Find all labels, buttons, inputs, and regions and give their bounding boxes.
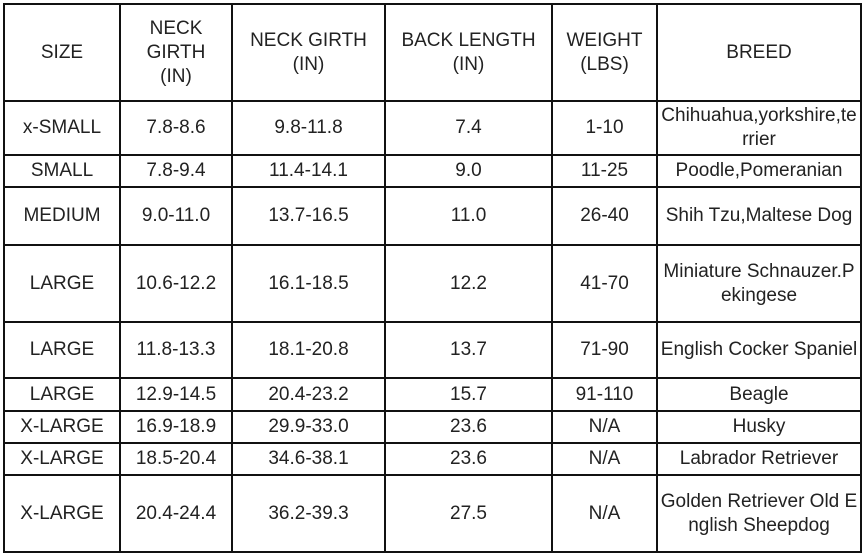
table-cell: 16.1-18.5 (231, 244, 386, 323)
table-cell: 7.4 (384, 100, 553, 156)
table-row: LARGE 11.8-13.3 18.1-20.8 13.7 71-90 English … (3, 321, 862, 379)
table-cell: Labrador Retriever (656, 442, 862, 476)
table-row: SMALL 7.8-9.4 11.4-14.1 9.0 11-25 Poodle,Pome… (3, 154, 862, 188)
table-row: LARGE 10.6-12.2 16.1-18.5 12.2 41-70 Miniatur… (3, 244, 862, 323)
table-cell: X-LARGE (3, 410, 121, 444)
table-cell: Beagle (656, 377, 862, 412)
table-cell: 12.2 (384, 244, 553, 323)
header-cell: WEIGHT (LBS) (551, 3, 658, 102)
table-cell: 91-110 (551, 377, 658, 412)
header-text: BREED (726, 41, 792, 63)
table-cell: 9.0-11.0 (119, 186, 233, 246)
table-cell: Poodle,Pomeranian (656, 154, 862, 188)
table-head: SIZE NECK GIRTH (IN) NECK GIRTH (IN) BACK L… (3, 3, 862, 102)
table-cell: 41-70 (551, 244, 658, 323)
table-row: LARGE 12.9-14.5 20.4-23.2 15.7 91-110 Beagle (3, 377, 862, 412)
table-cell: 23.6 (384, 410, 553, 444)
table-cell: MEDIUM (3, 186, 121, 246)
table-body: x-SMALL 7.8-8.6 9.8-11.8 7.4 1-10 Chihuahua,y… (3, 100, 862, 553)
table-wrapper: SIZE NECK GIRTH (IN) NECK GIRTH (IN) BACK L… (3, 3, 862, 553)
table-cell: LARGE (3, 244, 121, 323)
table-cell: 1-10 (551, 100, 658, 156)
header-text: SIZE (40, 41, 84, 63)
table-cell: 15.7 (384, 377, 553, 412)
header-cell: NECK GIRTH (IN) (231, 3, 386, 102)
table-cell: 36.2-39.3 (231, 474, 386, 553)
table-cell: N/A (551, 474, 658, 553)
size-chart-table: SIZE NECK GIRTH (IN) NECK GIRTH (IN) BACK L… (3, 3, 862, 553)
table-cell: 18.5-20.4 (119, 442, 233, 476)
table-cell: 34.6-38.1 (231, 442, 386, 476)
table-cell: 10.6-12.2 (119, 244, 233, 323)
table-row: X-LARGE 18.5-20.4 34.6-38.1 23.6 N/A Labrador… (3, 442, 862, 476)
table-cell: N/A (551, 410, 658, 444)
header-cell: BREED (656, 3, 862, 102)
header-text: WEIGHT (LBS) (566, 29, 643, 75)
table-cell: x-SMALL (3, 100, 121, 156)
header-cell: NECK GIRTH (IN) (119, 3, 233, 102)
header-cell: BACK LENGTH (IN) (384, 3, 553, 102)
table-cell: 23.6 (384, 442, 553, 476)
table-cell: SMALL (3, 154, 121, 188)
table-cell: 11-25 (551, 154, 658, 188)
table-cell: LARGE (3, 321, 121, 379)
table-cell: 7.8-8.6 (119, 100, 233, 156)
table-cell: X-LARGE (3, 474, 121, 553)
header-text: NECK GIRTH (IN) (146, 17, 206, 87)
table-cell: 12.9-14.5 (119, 377, 233, 412)
table-cell: Golden Retriever Old English Sheepdog (656, 474, 862, 553)
table-cell: 16.9-18.9 (119, 410, 233, 444)
table-cell: 7.8-9.4 (119, 154, 233, 188)
header-row: SIZE NECK GIRTH (IN) NECK GIRTH (IN) BACK L… (3, 3, 862, 102)
header-cell: SIZE (3, 3, 121, 102)
table-row: x-SMALL 7.8-8.6 9.8-11.8 7.4 1-10 Chihuahua,y… (3, 100, 862, 156)
table-cell: 13.7-16.5 (231, 186, 386, 246)
table-cell: 13.7 (384, 321, 553, 379)
table-row: X-LARGE 16.9-18.9 29.9-33.0 23.6 N/A Husky (3, 410, 862, 444)
table-cell: Miniature Schnauzer.Pekingese (656, 244, 862, 323)
table-cell: Shih Tzu,Maltese Dog (656, 186, 862, 246)
table-row: X-LARGE 20.4-24.4 36.2-39.3 27.5 N/A Golden R… (3, 474, 862, 553)
table-cell: Husky (656, 410, 862, 444)
table-cell: 11.0 (384, 186, 553, 246)
table-cell: 26-40 (551, 186, 658, 246)
table-cell: 11.8-13.3 (119, 321, 233, 379)
table-cell: 20.4-23.2 (231, 377, 386, 412)
header-text: NECK GIRTH (IN) (250, 29, 367, 75)
header-text: BACK LENGTH (IN) (401, 29, 536, 75)
table-cell: 71-90 (551, 321, 658, 379)
table-cell: 20.4-24.4 (119, 474, 233, 553)
table-cell: 9.0 (384, 154, 553, 188)
table-cell: 27.5 (384, 474, 553, 553)
table-row: MEDIUM 9.0-11.0 13.7-16.5 11.0 26-40 Shih Tzu… (3, 186, 862, 246)
table-cell: LARGE (3, 377, 121, 412)
table-cell: 11.4-14.1 (231, 154, 386, 188)
table-cell: English Cocker Spaniel (656, 321, 862, 379)
table-cell: X-LARGE (3, 442, 121, 476)
table-cell: N/A (551, 442, 658, 476)
table-cell: Chihuahua,yorkshire,terrier (656, 100, 862, 156)
table-cell: 9.8-11.8 (231, 100, 386, 156)
table-cell: 18.1-20.8 (231, 321, 386, 379)
table-cell: 29.9-33.0 (231, 410, 386, 444)
